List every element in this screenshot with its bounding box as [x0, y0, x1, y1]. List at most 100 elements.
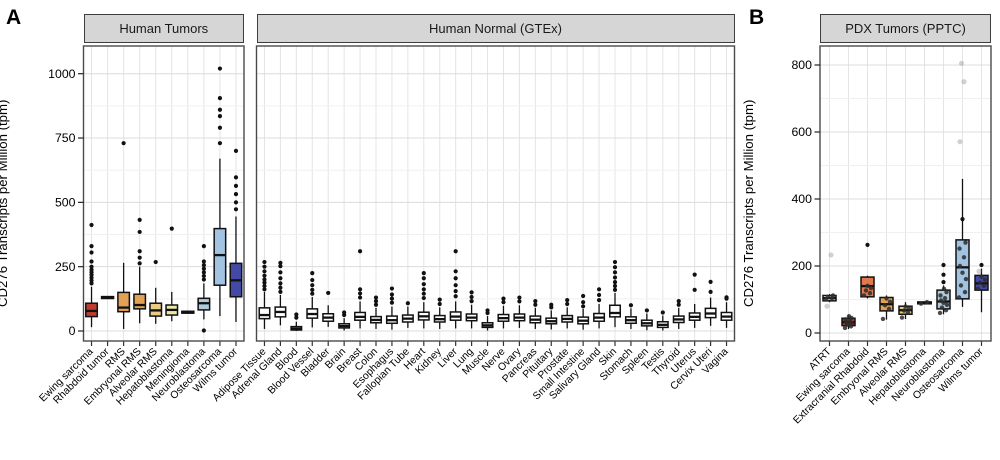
- jitter-point: [982, 277, 988, 282]
- faded-point: [828, 252, 834, 258]
- outlier-point: [421, 287, 426, 292]
- outlier-point: [676, 299, 681, 304]
- jitter-point: [975, 286, 981, 291]
- outlier-point: [137, 217, 142, 222]
- median-dash: [181, 310, 195, 314]
- outlier-point: [153, 259, 158, 265]
- jitter-point: [956, 295, 962, 300]
- jitter-point: [961, 255, 967, 260]
- outlier-point: [137, 229, 142, 235]
- outlier-point: [278, 260, 283, 265]
- facet-header-pdx: PDX Tumors (PPTC): [820, 14, 991, 43]
- outlier-point: [389, 296, 395, 301]
- facet-title-pdx: PDX Tumors (PPTC): [845, 21, 966, 36]
- jitter-point: [830, 293, 836, 298]
- outlier-point: [217, 125, 223, 130]
- outlier-point: [453, 249, 458, 254]
- faded-point: [976, 268, 982, 274]
- outlier-point: [708, 289, 713, 294]
- outlier-point: [692, 287, 697, 292]
- jitter-point: [944, 302, 950, 308]
- outlier-point: [201, 263, 206, 268]
- outlier-point: [217, 114, 223, 119]
- outlier-point: [421, 282, 426, 287]
- median-dash: [100, 295, 115, 300]
- outlier-point: [89, 243, 94, 249]
- outlier-point: [941, 279, 946, 285]
- outlier-point: [549, 302, 554, 307]
- outlier-point: [357, 249, 363, 254]
- jitter-point: [924, 299, 930, 305]
- outlier-point: [612, 280, 618, 285]
- y-tick-label: 0: [69, 324, 76, 338]
- outlier-point: [596, 287, 602, 292]
- jitter-point: [941, 286, 947, 291]
- outlier-point: [217, 141, 223, 146]
- box: [609, 304, 621, 318]
- outlier-point: [612, 275, 618, 280]
- outlier-point: [453, 289, 458, 294]
- y-tick-label: 600: [791, 125, 812, 139]
- outlier-point: [612, 270, 618, 275]
- box: [955, 239, 970, 300]
- jitter-point: [942, 295, 948, 301]
- outlier-point: [389, 292, 395, 297]
- outlier-point: [437, 297, 442, 302]
- outlier-point: [169, 226, 174, 231]
- outlier-point: [979, 262, 984, 268]
- y-tick-label: 1000: [48, 67, 76, 81]
- outlier-point: [89, 264, 94, 269]
- outlier-point: [421, 291, 426, 296]
- faded-point: [824, 303, 830, 309]
- jitter-point: [958, 283, 964, 288]
- y-tick-label: 200: [791, 259, 812, 273]
- outlier-point: [217, 96, 223, 101]
- jitter-point: [939, 305, 945, 310]
- outlier-point: [581, 293, 586, 299]
- outlier-point: [389, 300, 395, 305]
- jitter-point: [957, 263, 963, 269]
- outlier-point: [310, 283, 315, 288]
- panel-a-label: A: [6, 6, 22, 29]
- jitter-point: [962, 289, 968, 295]
- outlier-point: [233, 207, 239, 212]
- y-tick-label: 750: [55, 131, 76, 145]
- outlier-point: [262, 273, 267, 278]
- outlier-point: [262, 269, 267, 274]
- outlier-point: [278, 289, 283, 294]
- panel-b-label: B: [749, 6, 765, 29]
- outlier-point: [941, 262, 946, 268]
- jitter-point: [938, 293, 943, 298]
- outlier-point: [644, 308, 649, 313]
- y-tick-label: 800: [791, 58, 812, 72]
- outlier-point: [453, 294, 458, 299]
- outlier-point: [469, 290, 474, 295]
- y-tick-label: 400: [791, 192, 812, 206]
- facet-header-human-tumors: Human Tumors: [83, 14, 244, 43]
- outlier-point: [565, 298, 570, 303]
- outlier-point: [421, 271, 426, 276]
- jitter-point: [863, 288, 869, 293]
- jitter-point: [977, 280, 983, 285]
- jitter-point: [843, 317, 848, 322]
- outlier-point: [310, 291, 315, 296]
- outlier-point: [89, 222, 94, 228]
- outlier-point: [233, 148, 239, 153]
- jitter-point: [979, 274, 984, 279]
- outlier-point: [612, 287, 618, 292]
- outlier-point: [501, 296, 506, 301]
- outlier-point: [437, 301, 442, 307]
- outlier-point: [233, 183, 239, 188]
- panel-border: [255, 45, 736, 342]
- jitter-point: [901, 308, 907, 313]
- facet-title-human-tumors: Human Tumors: [119, 21, 209, 36]
- outlier-point: [262, 287, 267, 292]
- jitter-point: [937, 310, 943, 316]
- box: [133, 293, 147, 310]
- outlier-point: [262, 259, 267, 265]
- outlier-point: [89, 259, 94, 264]
